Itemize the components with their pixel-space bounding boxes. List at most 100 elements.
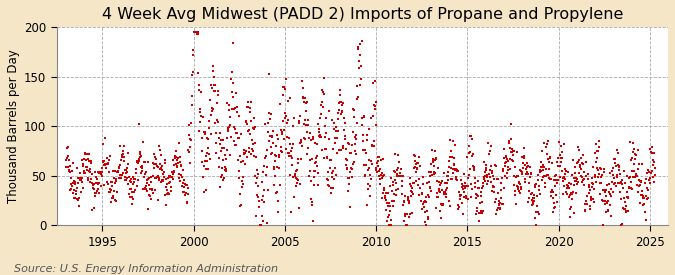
Point [342, 166, 352, 171]
Point [74, 171, 85, 175]
Point [149, 188, 160, 192]
Point [433, 195, 443, 199]
Point [593, 144, 604, 149]
Point [263, 121, 273, 126]
Point [102, 156, 113, 160]
Point [400, 193, 410, 198]
Point [335, 100, 346, 105]
Point [341, 163, 352, 167]
Point [392, 168, 402, 172]
Point [198, 130, 209, 134]
Point [67, 191, 78, 195]
Point [389, 170, 400, 175]
Point [485, 175, 495, 180]
Point [566, 205, 576, 210]
Point [171, 155, 182, 159]
Point [292, 168, 302, 172]
Point [172, 163, 183, 168]
Point [572, 145, 583, 149]
Point [130, 188, 141, 192]
Point [143, 183, 154, 187]
Point [295, 182, 306, 186]
Point [630, 173, 641, 177]
Point [473, 186, 484, 190]
Point [567, 192, 578, 196]
Point [74, 196, 84, 200]
Point [457, 182, 468, 186]
Point [643, 168, 654, 172]
Point [298, 122, 309, 126]
Point [95, 172, 106, 177]
Point [79, 156, 90, 161]
Point [215, 185, 225, 189]
Point [533, 173, 543, 178]
Point [602, 201, 613, 205]
Point [476, 193, 487, 198]
Point [408, 152, 419, 157]
Point [225, 153, 236, 157]
Point [393, 187, 404, 192]
Point [549, 177, 560, 182]
Point [468, 164, 479, 169]
Point [113, 168, 124, 173]
Point [346, 143, 357, 147]
Point [499, 185, 510, 190]
Point [457, 211, 468, 216]
Point [330, 136, 341, 140]
Point [627, 155, 638, 160]
Point [277, 150, 288, 154]
Point [401, 223, 412, 228]
Point [210, 89, 221, 94]
Point [252, 183, 263, 188]
Point [628, 141, 639, 145]
Point [259, 188, 269, 192]
Point [96, 172, 107, 176]
Point [620, 181, 630, 185]
Point [328, 169, 339, 173]
Point [188, 52, 199, 57]
Point [524, 196, 535, 200]
Point [472, 206, 483, 210]
Point [635, 193, 646, 197]
Point [281, 121, 292, 125]
Point [139, 175, 150, 180]
Point [344, 175, 354, 180]
Point [236, 184, 247, 189]
Point [91, 189, 102, 194]
Point [399, 219, 410, 223]
Point [390, 152, 401, 156]
Point [250, 214, 261, 218]
Point [624, 185, 635, 189]
Point [571, 176, 582, 180]
Point [238, 148, 249, 152]
Point [422, 215, 433, 219]
Point [246, 100, 256, 104]
Point [344, 142, 355, 146]
Point [192, 32, 202, 36]
Point [68, 179, 79, 183]
Point [265, 134, 276, 138]
Point [310, 169, 321, 173]
Point [230, 127, 240, 131]
Point [518, 154, 529, 159]
Point [99, 163, 109, 167]
Point [250, 141, 261, 145]
Point [558, 142, 569, 146]
Point [240, 162, 250, 167]
Point [428, 170, 439, 174]
Point [617, 177, 628, 182]
Point [463, 183, 474, 188]
Point [357, 123, 368, 127]
Point [614, 172, 625, 177]
Point [84, 167, 95, 171]
Point [86, 208, 97, 212]
Point [65, 176, 76, 180]
Point [286, 156, 297, 160]
Point [221, 136, 232, 141]
Point [585, 195, 596, 199]
Point [529, 198, 539, 203]
Point [474, 186, 485, 191]
Point [103, 158, 114, 163]
Point [441, 174, 452, 178]
Point [404, 201, 414, 206]
